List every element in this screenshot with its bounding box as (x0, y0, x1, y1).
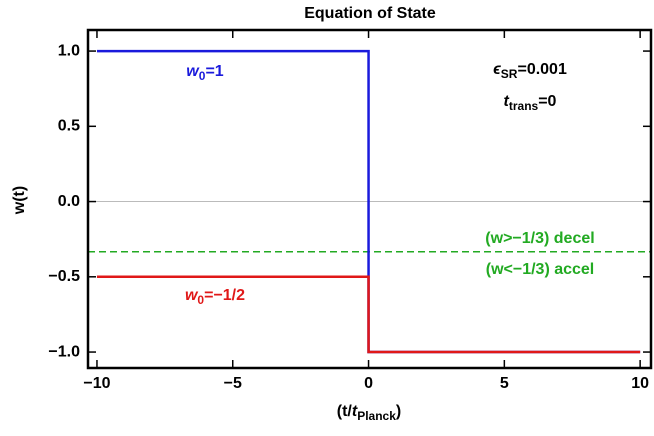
annotation-sub: SR (501, 67, 518, 81)
x-label-part: ) (396, 403, 401, 420)
annotation-sub: 0 (199, 69, 206, 83)
plot-frame (86, 28, 653, 370)
annotation: ttrans=0 (504, 93, 557, 113)
x-tick-label: 0 (364, 375, 373, 392)
annotation-part: w (185, 287, 199, 304)
y-tick-label: −1.0 (48, 343, 80, 360)
series-line (96, 275, 641, 354)
annotation: (w>−1/3) decel (485, 230, 594, 247)
annotation-part: t (504, 93, 510, 110)
annotation-sub: trans (509, 99, 539, 113)
chart-title: Equation of State (304, 5, 436, 22)
annotation-part: ϵ (493, 61, 501, 78)
x-label-part: (t/ (337, 403, 353, 420)
x-tick-label: 5 (500, 375, 509, 392)
x-label-part: t (352, 403, 358, 420)
y-tick-label: 0.0 (58, 193, 80, 210)
annotation-sub: 0 (197, 293, 204, 307)
annotation-part: =0.001 (517, 61, 566, 78)
x-label-sub: Planck (357, 409, 396, 423)
y-tick-label: 1.0 (58, 42, 80, 59)
y-axis-label: w(t) (11, 186, 28, 215)
x-tick-label: −5 (224, 375, 242, 392)
annotation: w0=1 (186, 63, 223, 83)
y-tick-label: 0.5 (58, 118, 80, 135)
annotation-part: =−1/2 (204, 287, 245, 304)
x-axis-label: (t/tPlanck) (337, 403, 401, 423)
x-tick-label: 10 (631, 375, 649, 392)
plot-area: −10 −5 0 5 10 1.0 0.5 0.0 −0.5 −1.0 (48, 28, 653, 392)
y-tick-label: −0.5 (48, 268, 80, 285)
annotation: (w<−1/3) accel (486, 261, 595, 278)
annotation: w0=−1/2 (185, 287, 245, 307)
annotation-part: w (186, 63, 200, 80)
x-tick-label: −10 (83, 375, 110, 392)
annotation-part: =0 (538, 93, 556, 110)
annotation: ϵSR=0.001 (493, 61, 567, 81)
annotation-part: =1 (205, 63, 223, 80)
